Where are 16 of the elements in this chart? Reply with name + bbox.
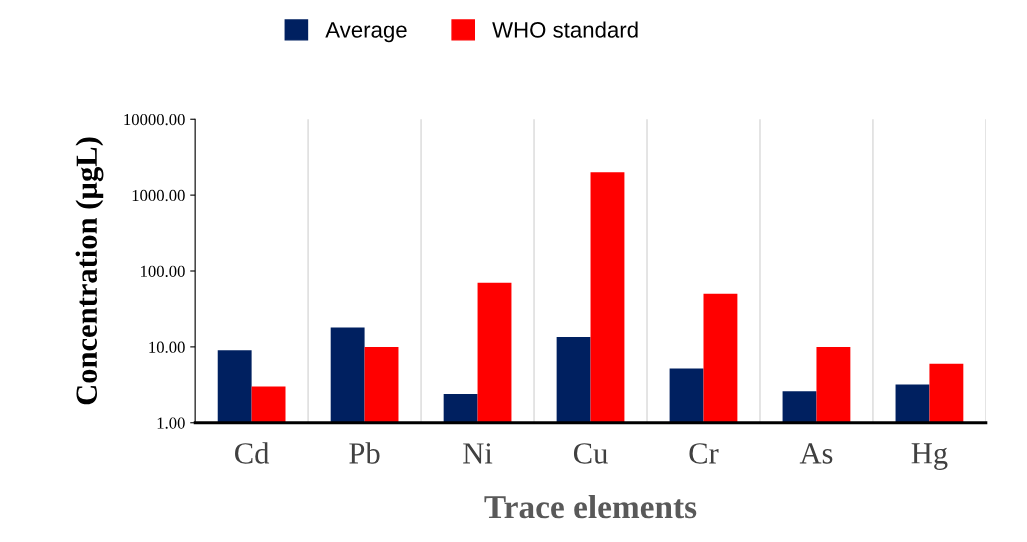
x-tick-label: Cr [689,443,719,464]
y-tick-label: 10000.00 [124,113,185,126]
y-tick-label: 1.00 [157,417,185,429]
legend-label: WHO standard [492,21,638,38]
x-tick-label: Cd [235,442,270,464]
y-tick-label: 100.00 [141,265,185,278]
x-tick-label: Ni [463,443,493,464]
x-tick-label: As [799,443,833,464]
x-tick-label: Hg [911,443,948,470]
x-tick-label: Cu [573,443,608,464]
x-tick-label: Pb [349,442,380,464]
y-tick-label: 1000.00 [132,189,185,202]
x-axis-title: Trace elements [484,494,697,519]
y-tick-label: 10.00 [149,341,185,353]
y-axis-title: Concentration (µgL) [75,137,104,405]
legend-label: Average [325,22,407,43]
